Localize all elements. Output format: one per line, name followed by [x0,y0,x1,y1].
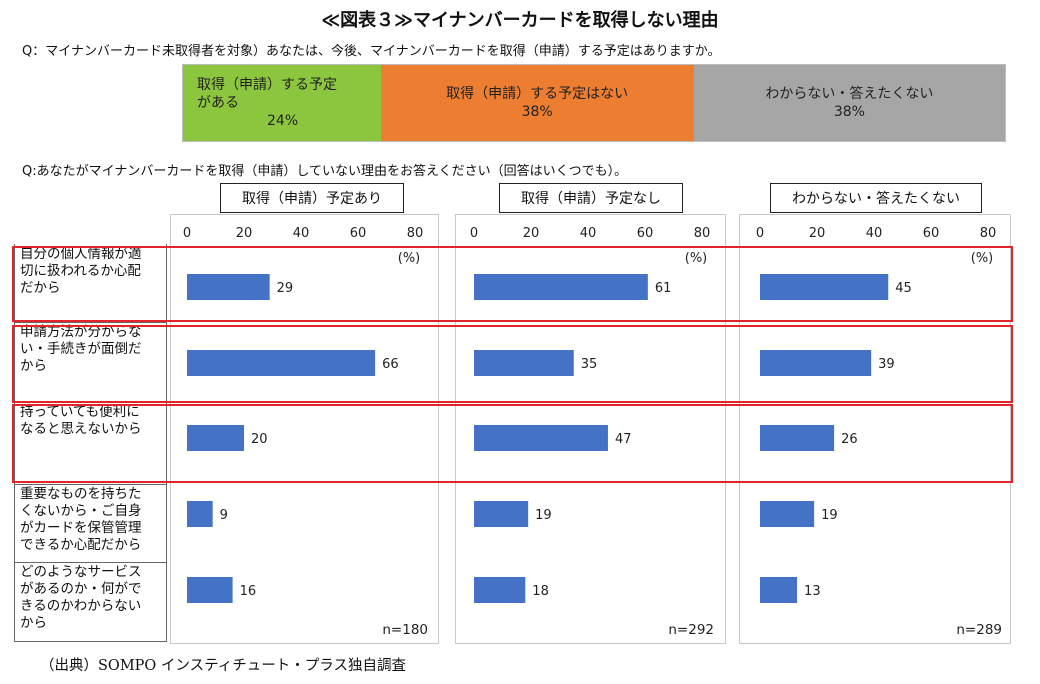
category-label-box [14,244,167,642]
segment-plan-yes-label-line: がある [197,95,239,111]
bar [187,501,213,527]
bar-value-label: 45 [895,281,912,296]
bar [760,501,815,527]
x-tick-label: 40 [866,226,883,241]
bar-value-label: 19 [821,508,838,523]
bar-value-label: 16 [240,584,257,599]
bar-value-label: 20 [251,432,268,447]
source-note: （出典）SOMPO インスティチュート・プラス独自調査 [40,658,406,674]
x-tick-label: 60 [350,226,367,241]
category-label-line: がカードを保管管理 [20,520,142,536]
category-divider [14,484,167,485]
category-label: 申請方法が分からな い・手続きが面倒だ から [20,324,165,375]
figure-title: ≪図表３≫マイナンバーカードを取得しない理由 [321,10,719,31]
segment-plan-no: 取得（申請）する予定はない 38% [380,65,694,141]
bar-value-label: 29 [277,281,294,296]
panel-title-plan-yes: 取得（申請）予定あり [220,183,404,213]
category-label-line: どのようなサービス [20,564,142,580]
unit-label: (%) [971,251,994,266]
category-label-line: から [20,358,47,374]
category-label-line: 切に扱われるか心配 [20,263,141,279]
bar [760,350,872,376]
category-label-line: できるか心配だから [20,537,142,553]
bar-value-label: 47 [615,432,632,447]
x-tick-label: 80 [407,226,424,241]
bar [760,577,798,603]
unit-label: (%) [398,251,421,266]
x-tick-label: 20 [809,226,826,241]
category-label-line: くないから・ご自身 [20,503,142,519]
sample-size-label: n=292 [668,622,714,638]
segment-plan-yes-pct: 24% [267,113,299,129]
category-divider [14,322,167,323]
bar-value-label: 39 [878,357,895,372]
bar [187,274,270,300]
bar-value-label: 19 [535,508,552,523]
bar-value-label: 13 [804,584,821,599]
category-label-line: から [20,615,47,631]
segment-unknown-pct: 38% [833,104,865,120]
category-label-line: だから [20,280,61,296]
bar-value-label: 26 [841,432,858,447]
x-tick-label: 40 [580,226,597,241]
sample-size-label: n=289 [956,622,1002,638]
segment-unknown-label: わからない・答えたくない [765,86,934,102]
category-label-line: があるのか・何がで [20,581,142,597]
intent-stacked-bar: 取得（申請）する予定 がある 24% 取得（申請）する予定はない 38% わからな… [182,64,1006,142]
category-label-line: 持っていても便利に [20,404,140,420]
category-label: どのようなサービス があるのか・何がで きるのかわからない から [20,564,165,632]
sample-size-label: n=180 [382,622,428,638]
highlight-box [12,325,1013,403]
highlight-box [12,404,1013,483]
highlight-box [12,246,1013,322]
bar [760,274,889,300]
bar [760,425,835,451]
x-tick-label: 80 [694,226,711,241]
segment-plan-no-label: 取得（申請）する予定はない [446,86,629,102]
segment-plan-yes-label-line: 取得（申請）する予定 [197,77,337,93]
bar [474,501,529,527]
bar [474,274,648,300]
segment-plan-yes-label: 取得（申請）する予定 がある [183,76,381,112]
category-label-line: 自分の個人情報が適 [20,246,142,262]
category-label-line: 重要なものを持ちた [20,486,142,502]
category-label-line: なると思えないから [20,421,142,437]
category-label-line: きるのかわからない [20,598,142,614]
bar [474,577,526,603]
bar-value-label: 18 [532,584,549,599]
unit-label: (%) [685,251,708,266]
panel-title-plan-no: 取得（申請）予定なし [499,183,683,213]
bar [187,425,244,451]
bar [474,350,574,376]
x-tick-label: 20 [236,226,253,241]
segment-plan-no-pct: 38% [521,104,553,120]
x-tick-label: 80 [980,226,997,241]
category-label-line: い・手続きが面倒だ [20,341,142,357]
category-label-line: 申請方法が分からな [20,324,142,340]
category-divider [14,562,167,563]
x-tick-label: 0 [470,226,478,241]
category-label: 自分の個人情報が適 切に扱われるか心配 だから [20,246,165,297]
segment-plan-yes: 取得（申請）する予定 がある 24% [183,65,381,141]
segment-unknown: わからない・答えたくない 38% [693,65,1005,141]
question-1: Q：マイナンバーカード未取得者を対象）あなたは、今後、マイナンバーカードを取得（… [22,44,721,59]
bar [474,425,608,451]
bar-value-label: 66 [382,357,399,372]
x-tick-label: 0 [183,226,191,241]
panel-title-unknown: わからない・答えたくない [770,183,982,213]
bar-value-label: 61 [655,281,672,296]
category-label: 持っていても便利に なると思えないから [20,404,165,438]
x-tick-label: 20 [523,226,540,241]
bar [187,350,376,376]
x-tick-label: 0 [756,226,764,241]
bar-value-label: 9 [220,508,228,523]
x-tick-label: 60 [637,226,654,241]
x-tick-label: 40 [293,226,310,241]
question-2: Q:あなたがマイナンバーカードを取得（申請）していない理由をお答えください（回答… [22,164,628,179]
bar-value-label: 35 [581,357,598,372]
bar [187,577,233,603]
category-label: 重要なものを持ちた くないから・ご自身 がカードを保管管理 できるか心配だから [20,486,165,554]
x-tick-label: 60 [923,226,940,241]
